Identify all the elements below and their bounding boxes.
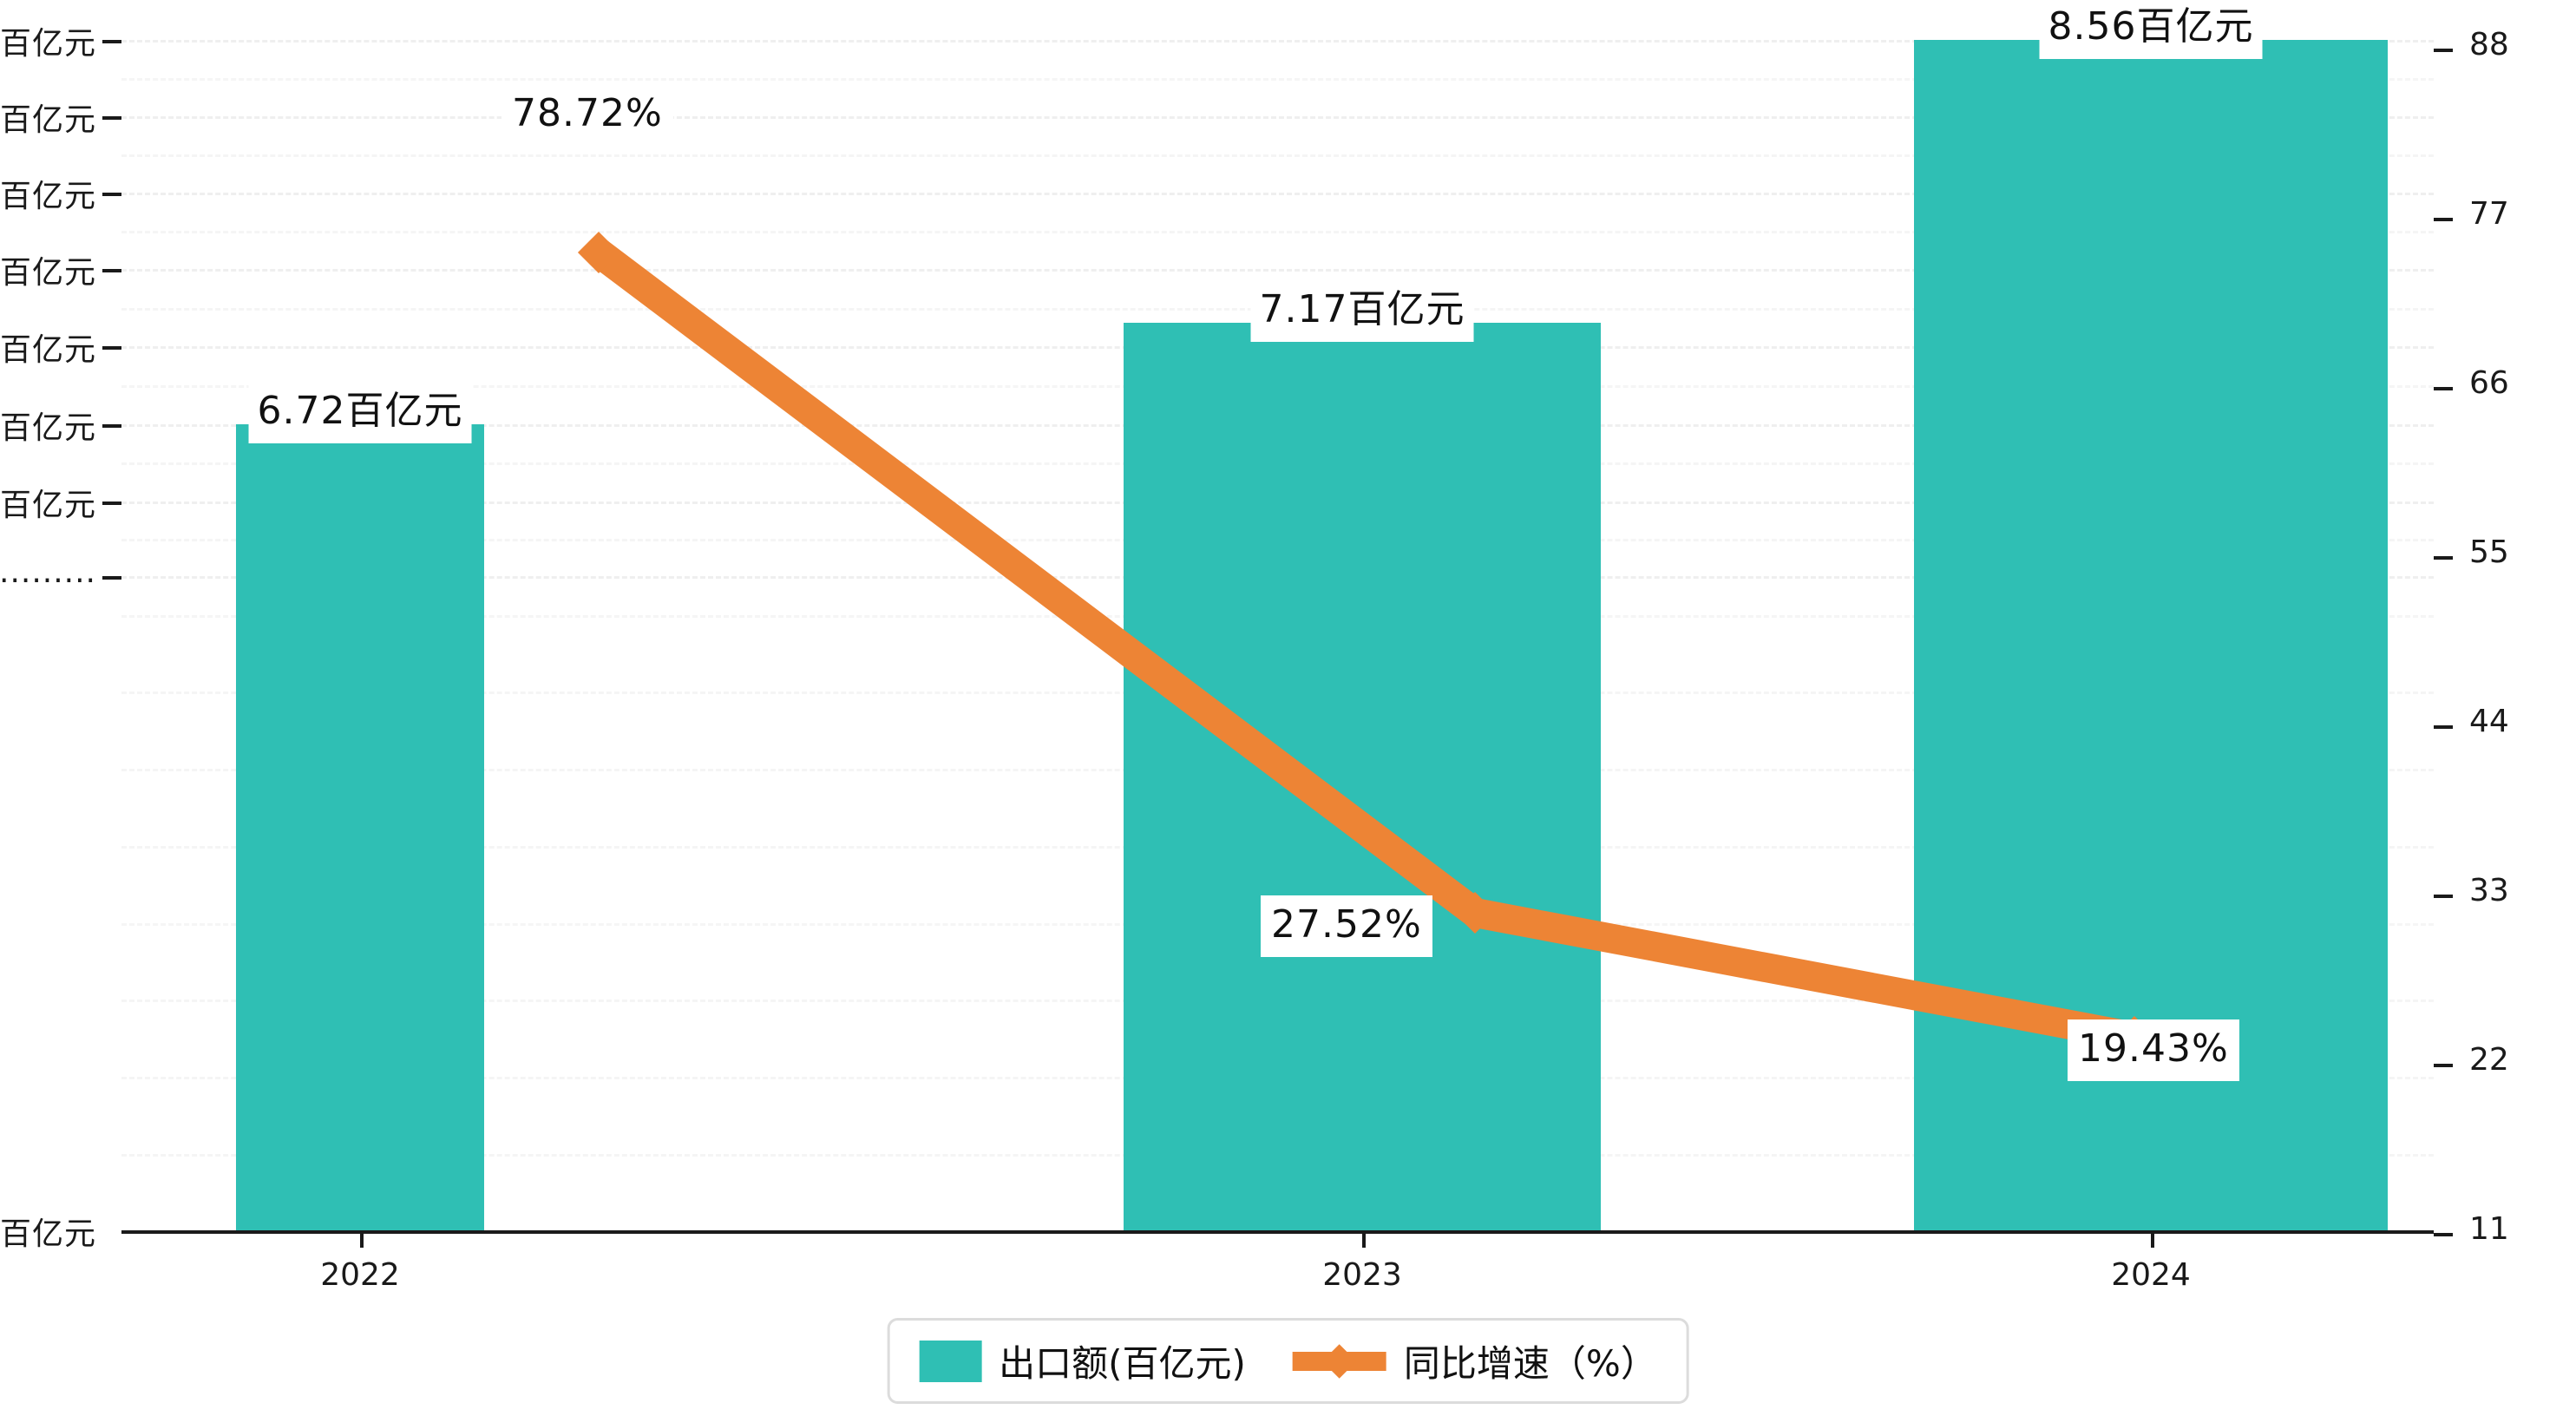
bar-value-label-2022: 6.72百亿元 bbox=[248, 374, 472, 443]
bar-value-label-2023: 7.17百亿元 bbox=[1250, 272, 1474, 342]
gridline-minor bbox=[121, 231, 2434, 233]
y-axis-left-tick bbox=[102, 502, 121, 505]
y-axis-right-tick bbox=[2434, 556, 2453, 560]
x-axis-tick bbox=[360, 1230, 364, 1248]
y-axis-left-tick bbox=[102, 424, 121, 428]
y-axis-right-label: 33 bbox=[2469, 873, 2509, 908]
y-axis-left-tick bbox=[102, 269, 121, 272]
y-axis-right-tick bbox=[2434, 895, 2453, 898]
y-axis-right-label: 22 bbox=[2469, 1042, 2509, 1078]
y-axis-left-tick bbox=[102, 40, 121, 43]
x-axis-label-2024: 2024 bbox=[2111, 1257, 2191, 1293]
y-axis-right-label: 44 bbox=[2469, 704, 2509, 739]
y-axis-right-tick bbox=[2434, 1233, 2453, 1236]
line-diamond-swatch-icon bbox=[1292, 1341, 1386, 1382]
bar-swatch-icon bbox=[919, 1340, 982, 1382]
y-axis-left-tick bbox=[102, 576, 121, 580]
bar-value-label-2024: 8.56百亿元 bbox=[2039, 0, 2263, 59]
x-axis-tick bbox=[1362, 1230, 1366, 1248]
y-axis-right-label: 55 bbox=[2469, 534, 2509, 570]
gridline-minor bbox=[121, 154, 2434, 157]
gridline-major bbox=[121, 193, 2434, 195]
y-axis-left-label: 7.08百亿元 bbox=[0, 332, 96, 368]
y-axis-right-tick bbox=[2434, 725, 2453, 729]
x-axis-label-2022: 2022 bbox=[320, 1257, 400, 1293]
y-axis-left-label: 0百亿元 bbox=[0, 1216, 96, 1252]
y-axis-left-label: 7.82百亿元 bbox=[0, 179, 96, 214]
y-axis-left-label: 8.19百亿元 bbox=[0, 102, 96, 138]
y-axis-left-label: 7.45百亿元 bbox=[0, 255, 96, 291]
chart-legend[interactable]: 出口额(百亿元) 同比增速（%） bbox=[887, 1318, 1689, 1404]
y-axis-right-label: 11 bbox=[2469, 1211, 2509, 1247]
y-axis-right-tick bbox=[2434, 49, 2453, 52]
growth-rate-label-2024: 19.43% bbox=[2068, 1019, 2239, 1081]
legend-label-export-amount: 出口额(百亿元) bbox=[999, 1342, 1246, 1385]
y-axis-right-tick bbox=[2434, 387, 2453, 390]
gridline-minor bbox=[121, 78, 2434, 81]
y-axis-left-tick bbox=[102, 116, 121, 120]
bar-2022[interactable] bbox=[236, 424, 484, 1230]
legend-item-export-amount[interactable]: 出口额(百亿元) bbox=[919, 1334, 1246, 1387]
y-axis-left-tick bbox=[102, 346, 121, 350]
y-axis-left-label: 6.35百亿元 bbox=[0, 488, 96, 523]
y-axis-left-label: ......... bbox=[0, 554, 96, 590]
growth-rate-label-2023: 27.52% bbox=[1261, 895, 1432, 957]
legend-label-growth-rate: 同比增速（%） bbox=[1403, 1342, 1657, 1385]
x-axis-line bbox=[121, 1230, 2434, 1234]
growth-rate-label-2022: 78.72% bbox=[501, 84, 673, 146]
y-axis-left-label: 8.56百亿元 bbox=[0, 26, 96, 62]
x-axis-tick bbox=[2151, 1230, 2154, 1248]
gridline-major bbox=[121, 116, 2434, 119]
y-axis-right-label: 66 bbox=[2469, 365, 2509, 401]
y-axis-right-label: 88 bbox=[2469, 27, 2509, 62]
legend-item-growth-rate[interactable]: 同比增速（%） bbox=[1292, 1334, 1657, 1387]
y-axis-right-label: 77 bbox=[2469, 196, 2509, 232]
x-axis-label-2023: 2023 bbox=[1322, 1257, 1402, 1293]
y-axis-left-label: 6.72百亿元 bbox=[0, 410, 96, 446]
y-axis-right-tick bbox=[2434, 218, 2453, 221]
gridline-major bbox=[121, 40, 2434, 43]
y-axis-right-tick bbox=[2434, 1064, 2453, 1067]
y-axis-left-tick bbox=[102, 193, 121, 196]
bar-2023[interactable] bbox=[1124, 323, 1601, 1230]
